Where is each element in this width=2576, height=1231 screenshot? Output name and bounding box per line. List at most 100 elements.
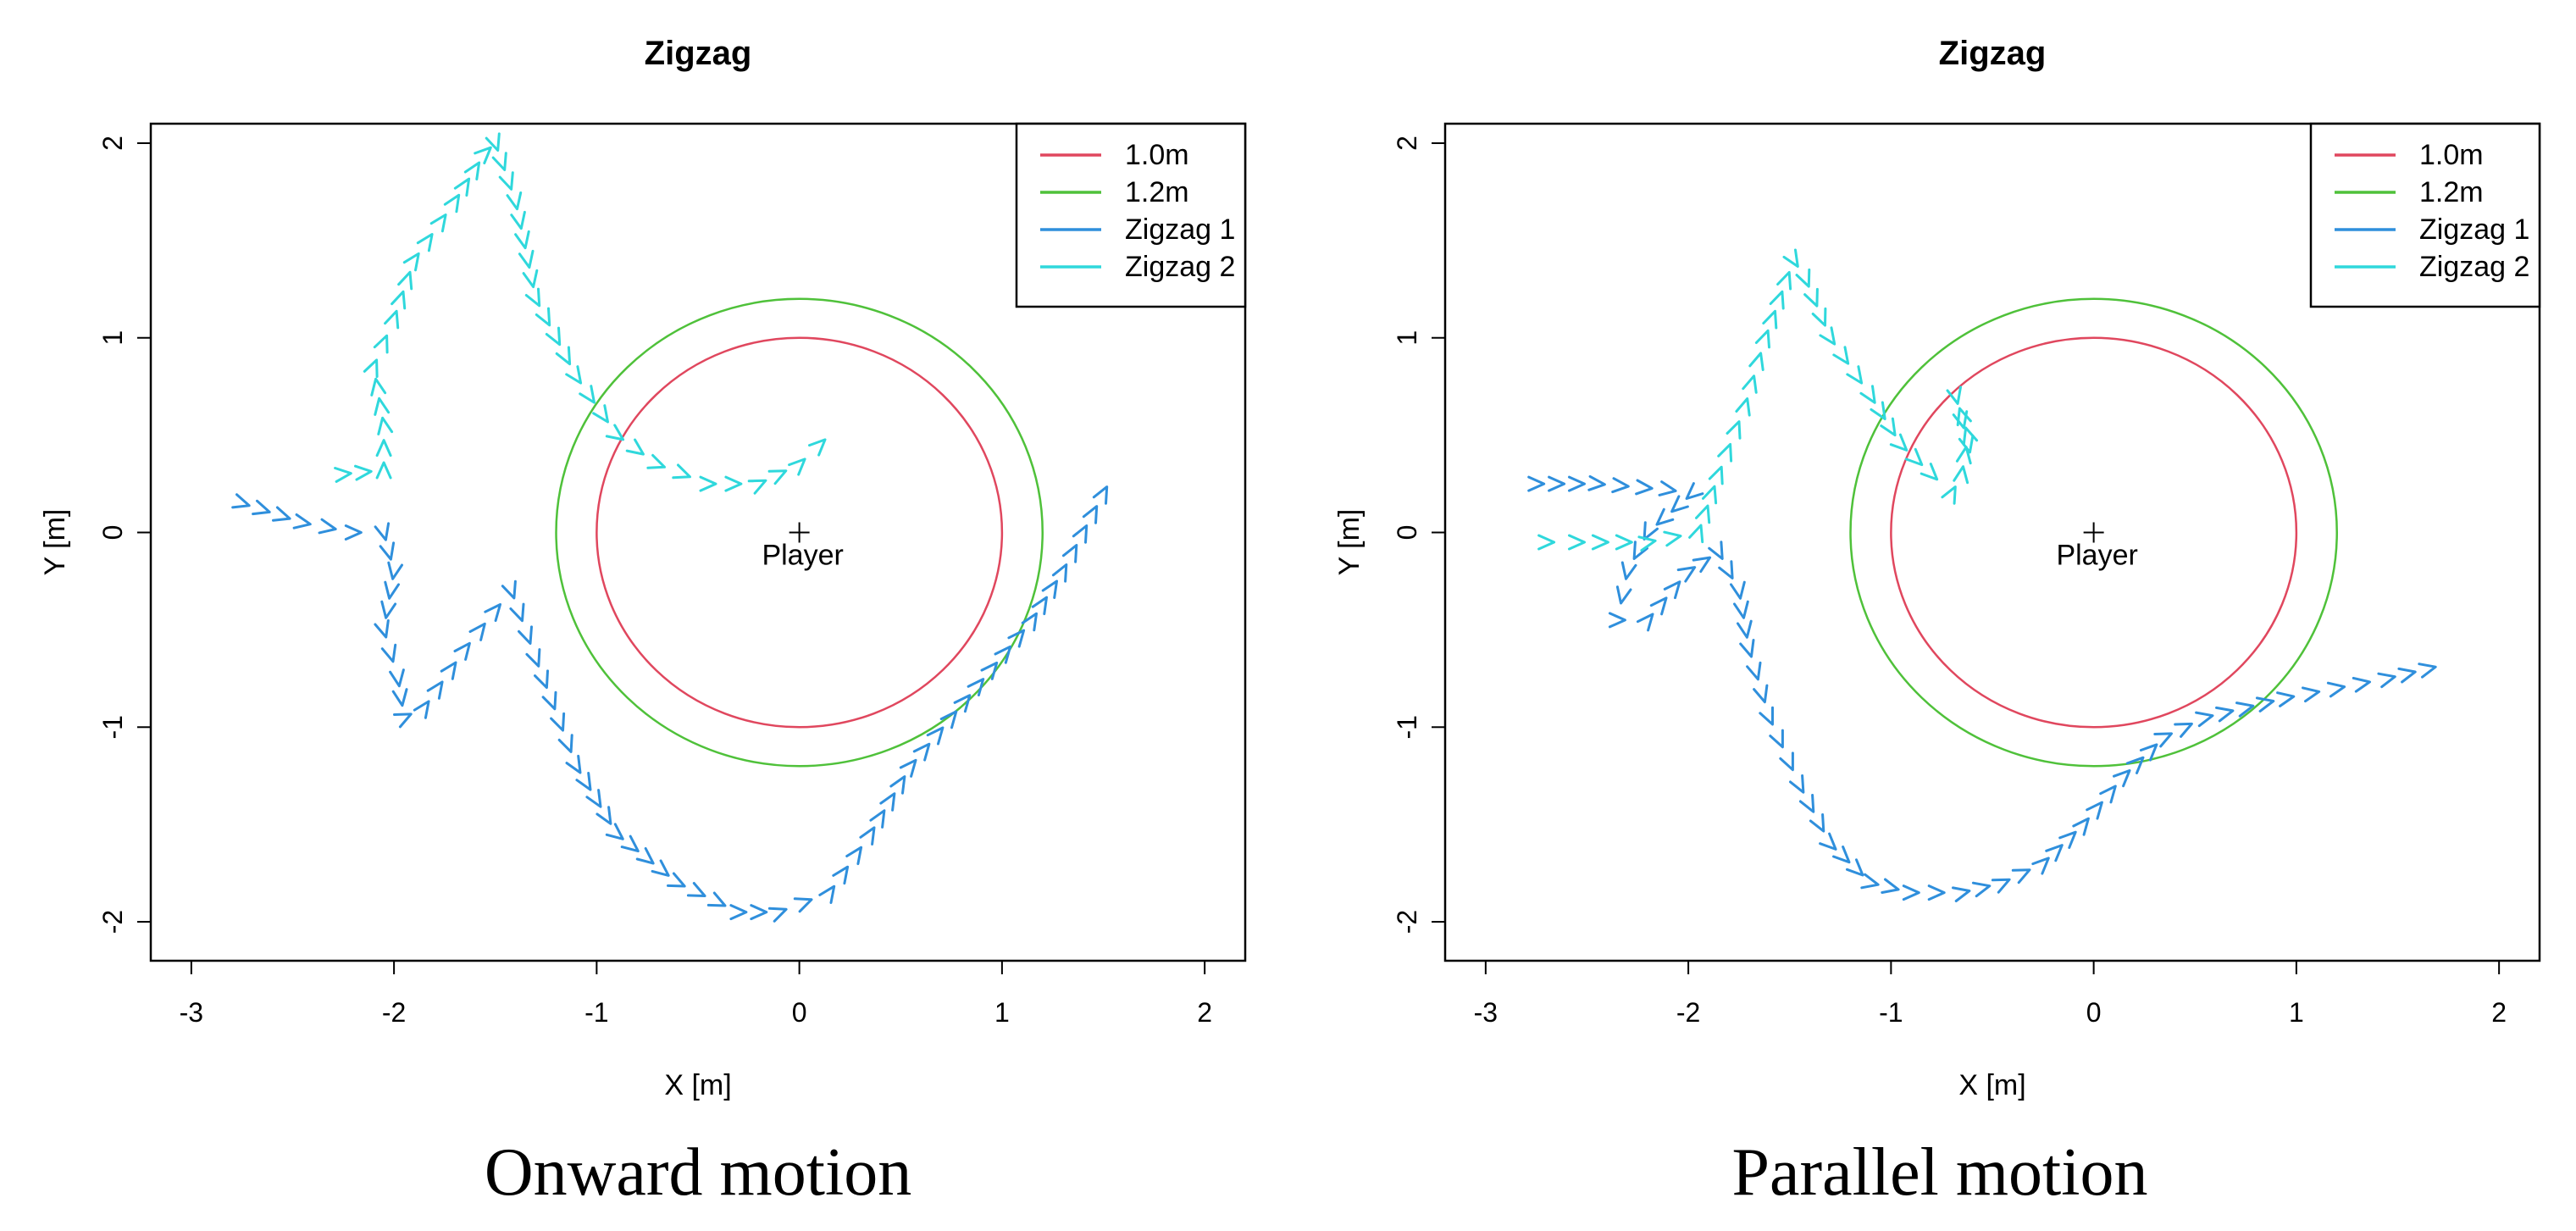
series-marker [380, 600, 397, 619]
series-marker [391, 290, 407, 310]
series-marker [651, 859, 670, 877]
legend-label: 1.0m [2419, 139, 2484, 171]
series-marker [1655, 507, 1675, 526]
series-marker [926, 726, 945, 746]
series-marker [953, 694, 972, 713]
series-marker [1735, 397, 1751, 417]
y-tick-label: 1 [97, 330, 128, 346]
series-marker [579, 385, 596, 404]
series-marker [525, 648, 541, 668]
series-marker [384, 580, 400, 600]
series-marker [879, 792, 896, 812]
series-marker [1632, 541, 1648, 560]
legend-label: Zigzag 1 [2419, 213, 2529, 246]
x-tick-label: 0 [2086, 997, 2102, 1028]
series-marker [377, 416, 394, 435]
series-marker [869, 809, 886, 829]
series-marker [1832, 846, 1851, 864]
series-marker [575, 772, 592, 791]
panel-caption: Onward motion [485, 1135, 911, 1210]
series-marker [541, 690, 557, 711]
x-axis-label: X [m] [664, 1069, 731, 1101]
series-marker [1676, 566, 1697, 583]
series-marker [818, 884, 836, 904]
series-marker [686, 882, 706, 897]
series-marker [1803, 287, 1819, 308]
x-tick-label: -2 [1676, 997, 1700, 1028]
series-marker [1608, 612, 1626, 629]
series-marker [379, 541, 396, 561]
series-marker [468, 622, 486, 641]
series-marker [2235, 701, 2255, 718]
series-zigzag-1 [231, 485, 1109, 923]
x-tick-label: 0 [792, 997, 807, 1028]
series-marker [393, 713, 413, 729]
series-marker [808, 438, 827, 457]
series-marker [1746, 661, 1762, 681]
series-marker [370, 377, 387, 396]
series-marker [1958, 434, 1975, 454]
series-marker [939, 710, 958, 729]
series-marker [1809, 813, 1825, 833]
series-marker [859, 826, 876, 846]
series-marker [501, 579, 517, 600]
series-marker [443, 193, 461, 213]
series-marker [2377, 672, 2396, 689]
series-marker [510, 210, 526, 230]
series-marker [2418, 663, 2437, 679]
series-marker [1635, 479, 1654, 496]
series-marker [374, 396, 391, 416]
series-marker [1962, 426, 1979, 446]
series-marker [2215, 706, 2235, 723]
series-marker [550, 712, 566, 732]
series-marker [344, 524, 363, 541]
series-marker [1941, 485, 1957, 505]
circle-1-2m [1849, 297, 2338, 768]
series-marker [524, 287, 541, 308]
series-marker [767, 469, 788, 485]
chart-title: Zigzag [645, 35, 752, 72]
series-marker [994, 645, 1012, 664]
series-marker [2302, 686, 2321, 703]
series-marker [334, 467, 352, 483]
series-marker [1789, 774, 1805, 794]
series-marker [1739, 639, 1755, 658]
series-marker [1904, 447, 1924, 467]
circle-1-0m [1890, 336, 2298, 729]
series-marker [1637, 535, 1657, 552]
x-tick-label: -2 [382, 997, 406, 1028]
series-marker [667, 872, 686, 888]
series-marker [1832, 346, 1850, 365]
series-marker [620, 835, 640, 853]
series-marker [1051, 563, 1068, 583]
series-marker [1889, 433, 1908, 452]
panel-caption: Parallel motion [1731, 1135, 2147, 1210]
y-tick-label: -2 [97, 910, 128, 934]
series-marker [592, 404, 609, 424]
series-marker [491, 152, 507, 171]
series-marker [767, 907, 788, 923]
player-label: Player [2056, 540, 2137, 572]
series-marker [2072, 817, 2090, 836]
x-tick-label: -1 [1879, 997, 1903, 1028]
series-marker [2397, 667, 2417, 684]
series-marker [729, 904, 748, 921]
legend: 1.0m 1.2m Zigzag 1 Zigzag 2 [1015, 122, 1247, 308]
series-marker [1927, 884, 1946, 901]
series-marker [518, 625, 533, 645]
series-marker [1819, 326, 1836, 346]
series-marker [1527, 475, 1546, 492]
series-marker [788, 457, 806, 476]
series-marker [1991, 878, 2011, 894]
series-marker [374, 522, 391, 541]
series-marker [1846, 858, 1864, 877]
series-marker [1870, 401, 1886, 420]
series-marker [1082, 505, 1099, 524]
series-marker [1717, 442, 1733, 463]
series-marker [1779, 751, 1794, 772]
series-marker [2195, 711, 2214, 728]
y-axis-label: Y [m] [39, 509, 71, 576]
series-marker [635, 847, 655, 865]
y-tick-label: -2 [1392, 910, 1422, 934]
series-marker [1795, 268, 1811, 288]
